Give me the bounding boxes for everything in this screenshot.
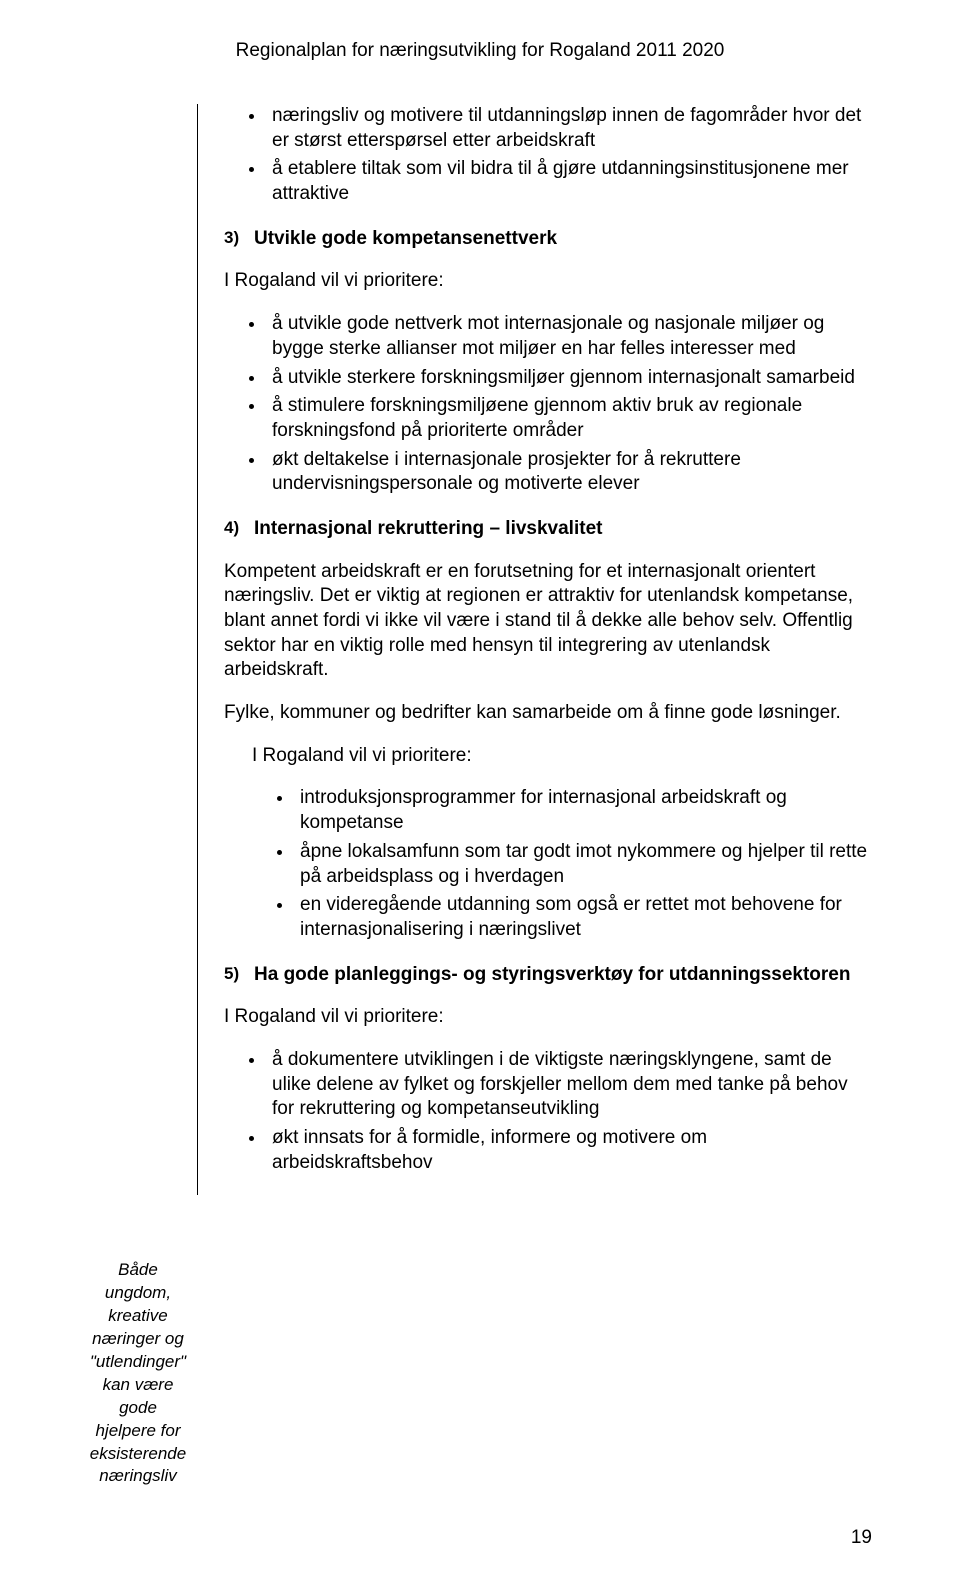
list-item: økt innsats for å formidle, informere og…	[266, 1126, 872, 1175]
list-item: å utvikle gode nettverk mot internasjona…	[266, 312, 872, 361]
page-number: 19	[851, 1527, 872, 1549]
section-4-paragraph: Fylke, kommuner og bedrifter kan samarbe…	[224, 701, 872, 726]
section-title: Internasjonal rekruttering – livskvalite…	[254, 517, 602, 542]
section-3-lead: I Rogaland vil vi prioritere:	[224, 269, 872, 294]
section-4-heading: 4) Internasjonal rekruttering – livskval…	[224, 517, 872, 542]
page-header: Regionalplan for næringsutvikling for Ro…	[88, 40, 872, 62]
section-4-bullets: introduksjonsprogrammer for internasjona…	[224, 786, 872, 942]
list-item: en videregående utdanning som også er re…	[294, 893, 872, 942]
document-page: Regionalplan for næringsutvikling for Ro…	[0, 0, 960, 1579]
list-item: å utvikle sterkere forskningsmiljøer gje…	[266, 366, 872, 391]
section-4-paragraph: Kompetent arbeidskraft er en forutsetnin…	[224, 560, 872, 683]
list-item: næringsliv og motivere til utdanningsløp…	[266, 104, 872, 153]
section-3-bullets: å utvikle gode nettverk mot internasjona…	[224, 312, 872, 497]
list-item: introduksjonsprogrammer for internasjona…	[294, 786, 872, 835]
list-item: økt deltakelse i internasjonale prosjekt…	[266, 448, 872, 497]
section-5-lead: I Rogaland vil vi prioritere:	[224, 1005, 872, 1030]
section-4-lead: I Rogaland vil vi prioritere:	[252, 744, 872, 769]
main-column: næringsliv og motivere til utdanningsløp…	[198, 104, 872, 1195]
section-3-heading: 3) Utvikle gode kompetansenettverk	[224, 227, 872, 252]
list-item: å dokumentere utviklingen i de viktigste…	[266, 1048, 872, 1122]
list-item: å stimulere forskningsmiljøene gjennom a…	[266, 394, 872, 443]
list-item: åpne lokalsamfunn som tar godt imot nyko…	[294, 840, 872, 889]
section-5-heading: 5) Ha gode planleggings- og styringsverk…	[224, 963, 872, 988]
section-title: Utvikle gode kompetansenettverk	[254, 227, 557, 252]
list-item: å etablere tiltak som vil bidra til å gj…	[266, 157, 872, 206]
section-title: Ha gode planleggings- og styringsverktøy…	[254, 963, 850, 988]
sidebar-column: Både ungdom, kreative næringer og "utlen…	[88, 104, 198, 1195]
section-5-bullets: å dokumentere utviklingen i de viktigste…	[224, 1048, 872, 1175]
section-number: 4)	[224, 517, 254, 542]
section-number: 5)	[224, 963, 254, 988]
content-area: Både ungdom, kreative næringer og "utlen…	[88, 104, 872, 1195]
intro-bullet-list: næringsliv og motivere til utdanningsløp…	[224, 104, 872, 207]
margin-sidenote: Både ungdom, kreative næringer og "utlen…	[88, 1259, 188, 1488]
section-number: 3)	[224, 227, 254, 252]
